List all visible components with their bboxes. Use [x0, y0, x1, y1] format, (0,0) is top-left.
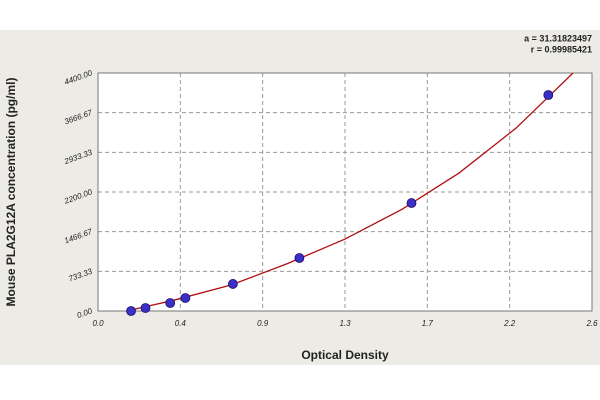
data-point — [165, 298, 176, 308]
x-tick-label: 0.9 — [257, 319, 269, 328]
x-tick-label: 0.4 — [175, 319, 187, 328]
fit-curve — [126, 73, 574, 311]
x-tick-label: 1.7 — [422, 319, 434, 328]
data-point — [543, 90, 554, 100]
data-point — [294, 253, 305, 263]
x-tick-label: 2.6 — [585, 319, 598, 328]
x-tick-label: 2.2 — [503, 319, 516, 328]
x-tick-label: 1.3 — [339, 319, 351, 328]
data-point — [140, 303, 151, 313]
x-tick-label: 0.0 — [92, 319, 104, 328]
annotation: a = 31.31823497 — [524, 33, 592, 43]
annotation: r = 0.99985421 — [531, 44, 592, 54]
data-point — [126, 306, 136, 316]
data-point — [180, 293, 191, 303]
x-axis-title: Optical Density — [301, 348, 389, 362]
data-point — [227, 279, 238, 289]
y-axis-title: Mouse PLA2G12A concentration (pg/ml) — [4, 78, 18, 307]
data-point — [406, 198, 417, 208]
plot-frame — [97, 72, 593, 312]
